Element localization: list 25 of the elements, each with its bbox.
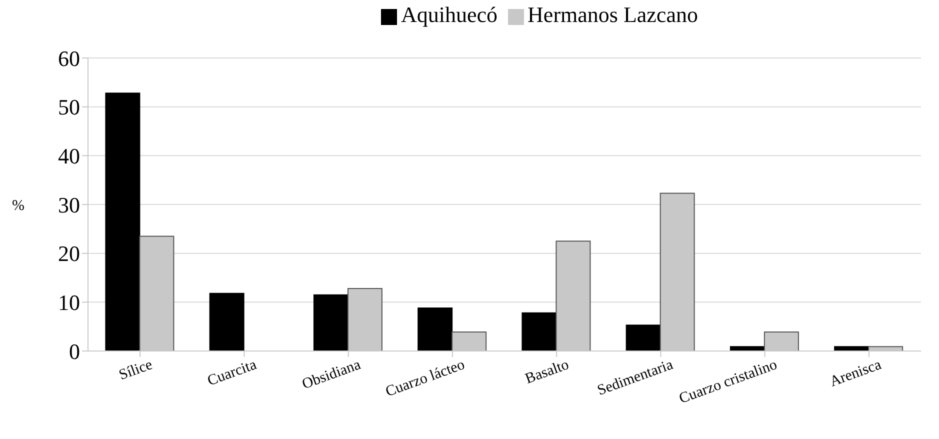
bar xyxy=(730,346,765,351)
bar xyxy=(418,308,453,351)
y-tick-label: 40 xyxy=(58,143,80,168)
bar xyxy=(522,312,557,351)
bar xyxy=(313,294,348,351)
y-axis-title: % xyxy=(12,198,24,214)
x-tick-label: Cuarzo cristalino xyxy=(677,356,780,408)
bar xyxy=(209,292,244,351)
x-tick-label: Cuarcita xyxy=(205,356,260,390)
bar xyxy=(105,92,140,351)
legend-label: Aquihuecó xyxy=(401,2,498,27)
x-tick-label: Cuarzo lácteo xyxy=(384,356,467,400)
bar xyxy=(626,324,661,351)
y-tick-label: 50 xyxy=(58,94,80,120)
x-tick-label: Obsidiana xyxy=(300,356,364,393)
y-tick-label: 10 xyxy=(58,290,80,315)
bar xyxy=(834,346,870,351)
y-tick-label: 30 xyxy=(58,192,80,218)
x-tick-label: Basalto xyxy=(523,356,572,388)
y-tick-label: 20 xyxy=(58,241,80,266)
x-tick-label: Arenisca xyxy=(828,356,884,390)
legend-label: Hermanos Lazcano xyxy=(528,2,698,27)
y-tick-label: 0 xyxy=(69,338,80,364)
x-tick-label: Sílice xyxy=(117,356,155,384)
y-tick-label: 60 xyxy=(58,46,80,71)
